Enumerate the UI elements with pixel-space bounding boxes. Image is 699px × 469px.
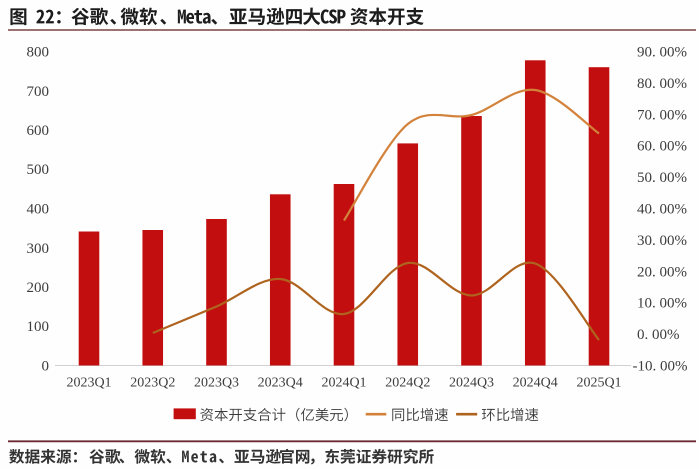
svg-text:400: 400: [27, 202, 50, 218]
svg-text:20. 00%: 20. 00%: [637, 264, 687, 280]
svg-text:2025Q1: 2025Q1: [576, 376, 621, 391]
svg-text:80. 00%: 80. 00%: [637, 76, 687, 92]
svg-text:-10. 00%: -10. 00%: [633, 359, 688, 375]
svg-text:2023Q3: 2023Q3: [194, 376, 239, 391]
svg-text:2024Q1: 2024Q1: [321, 376, 366, 391]
svg-text:200: 200: [27, 280, 50, 296]
svg-text:50. 00%: 50. 00%: [637, 170, 687, 186]
svg-text:40. 00%: 40. 00%: [637, 202, 687, 218]
svg-text:60. 00%: 60. 00%: [637, 139, 687, 155]
svg-text:300: 300: [27, 241, 50, 257]
svg-text:100: 100: [27, 319, 50, 335]
svg-text:0: 0: [42, 359, 50, 375]
svg-text:0. 00%: 0. 00%: [637, 327, 680, 343]
svg-text:700: 700: [27, 84, 50, 100]
svg-text:30. 00%: 30. 00%: [637, 233, 687, 249]
svg-text:2024Q3: 2024Q3: [449, 376, 494, 391]
svg-text:10. 00%: 10. 00%: [637, 296, 687, 312]
svg-text:2023Q1: 2023Q1: [66, 376, 111, 391]
svg-text:2024Q4: 2024Q4: [513, 376, 558, 391]
svg-text:2023Q2: 2023Q2: [130, 376, 175, 391]
svg-text:600: 600: [27, 123, 50, 139]
svg-text:2024Q2: 2024Q2: [385, 376, 430, 391]
svg-text:800: 800: [27, 45, 50, 61]
svg-text:70. 00%: 70. 00%: [637, 107, 687, 123]
svg-text:500: 500: [27, 162, 50, 178]
svg-text:90. 00%: 90. 00%: [637, 45, 687, 61]
svg-text:2023Q4: 2023Q4: [258, 376, 303, 391]
